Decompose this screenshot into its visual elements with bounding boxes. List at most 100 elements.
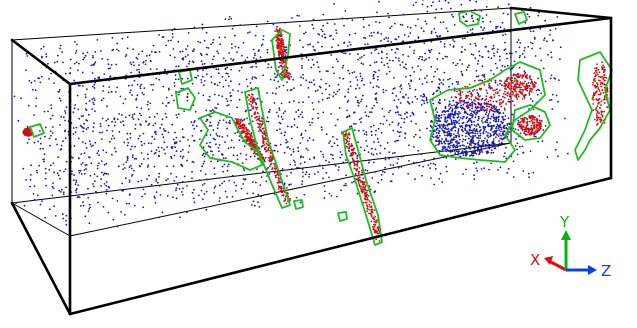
point bbox=[461, 73, 463, 75]
point bbox=[498, 108, 500, 111]
point bbox=[85, 168, 87, 170]
point bbox=[498, 94, 500, 97]
point bbox=[133, 113, 136, 115]
point bbox=[80, 163, 83, 166]
point bbox=[486, 103, 488, 106]
point bbox=[287, 193, 289, 195]
point bbox=[515, 50, 517, 53]
point bbox=[26, 55, 29, 57]
point bbox=[243, 125, 246, 128]
point bbox=[208, 99, 211, 102]
point bbox=[533, 85, 536, 87]
point bbox=[397, 139, 399, 142]
point bbox=[451, 150, 454, 153]
point bbox=[269, 149, 271, 152]
point bbox=[93, 122, 95, 125]
point bbox=[182, 187, 184, 190]
point bbox=[54, 215, 57, 217]
point bbox=[298, 25, 301, 27]
point bbox=[412, 161, 415, 164]
point bbox=[348, 150, 351, 153]
point bbox=[171, 123, 174, 126]
point bbox=[405, 76, 407, 78]
box-back-edges bbox=[11, 7, 512, 237]
point bbox=[518, 121, 520, 124]
point bbox=[112, 218, 115, 221]
point bbox=[106, 105, 108, 108]
point bbox=[448, 100, 451, 103]
point bbox=[478, 126, 481, 128]
point bbox=[266, 51, 269, 54]
point bbox=[320, 28, 323, 31]
point bbox=[443, 127, 446, 130]
point bbox=[373, 225, 376, 228]
point bbox=[210, 75, 213, 78]
point bbox=[251, 78, 254, 80]
point bbox=[126, 159, 129, 162]
point bbox=[439, 172, 442, 175]
point bbox=[529, 87, 532, 90]
point bbox=[469, 132, 471, 135]
point bbox=[175, 187, 178, 190]
point bbox=[147, 164, 150, 167]
point bbox=[275, 174, 278, 177]
point bbox=[302, 77, 305, 80]
point bbox=[522, 88, 524, 91]
point bbox=[510, 87, 512, 90]
point bbox=[407, 83, 410, 85]
point bbox=[330, 54, 332, 56]
point bbox=[376, 232, 379, 235]
point bbox=[331, 46, 333, 49]
point bbox=[136, 106, 138, 109]
point bbox=[397, 124, 399, 126]
point bbox=[462, 173, 464, 176]
point bbox=[499, 166, 502, 169]
point bbox=[171, 29, 174, 32]
point bbox=[375, 61, 378, 63]
point bbox=[399, 64, 402, 66]
point bbox=[516, 41, 519, 44]
point bbox=[250, 104, 253, 106]
point bbox=[592, 84, 594, 86]
point bbox=[595, 71, 598, 74]
point bbox=[503, 49, 506, 51]
x-axis-arrow bbox=[548, 259, 567, 272]
point bbox=[434, 130, 436, 133]
point bbox=[368, 161, 370, 164]
point bbox=[324, 190, 326, 193]
point bbox=[360, 121, 362, 124]
point bbox=[167, 102, 170, 104]
point bbox=[118, 165, 120, 168]
point bbox=[485, 113, 487, 116]
point bbox=[502, 118, 505, 120]
point bbox=[280, 64, 283, 67]
point bbox=[533, 135, 535, 138]
point bbox=[376, 138, 379, 140]
point bbox=[56, 60, 59, 63]
point bbox=[268, 173, 271, 175]
point bbox=[209, 121, 212, 124]
point bbox=[415, 122, 417, 125]
point bbox=[124, 213, 126, 216]
point bbox=[499, 137, 502, 140]
point bbox=[262, 127, 265, 130]
point bbox=[407, 35, 410, 38]
point bbox=[161, 118, 164, 121]
point bbox=[93, 87, 96, 89]
point bbox=[200, 81, 203, 84]
point bbox=[531, 47, 533, 50]
point bbox=[510, 113, 513, 115]
point bbox=[475, 106, 478, 109]
point bbox=[382, 170, 384, 173]
point bbox=[126, 155, 129, 158]
point bbox=[139, 165, 142, 168]
point bbox=[518, 125, 521, 128]
point bbox=[75, 179, 78, 182]
point bbox=[444, 142, 447, 145]
point bbox=[592, 81, 594, 84]
point bbox=[489, 104, 492, 106]
point bbox=[125, 53, 128, 56]
cluster-points bbox=[22, 27, 609, 242]
point bbox=[354, 123, 357, 125]
point bbox=[221, 95, 224, 98]
